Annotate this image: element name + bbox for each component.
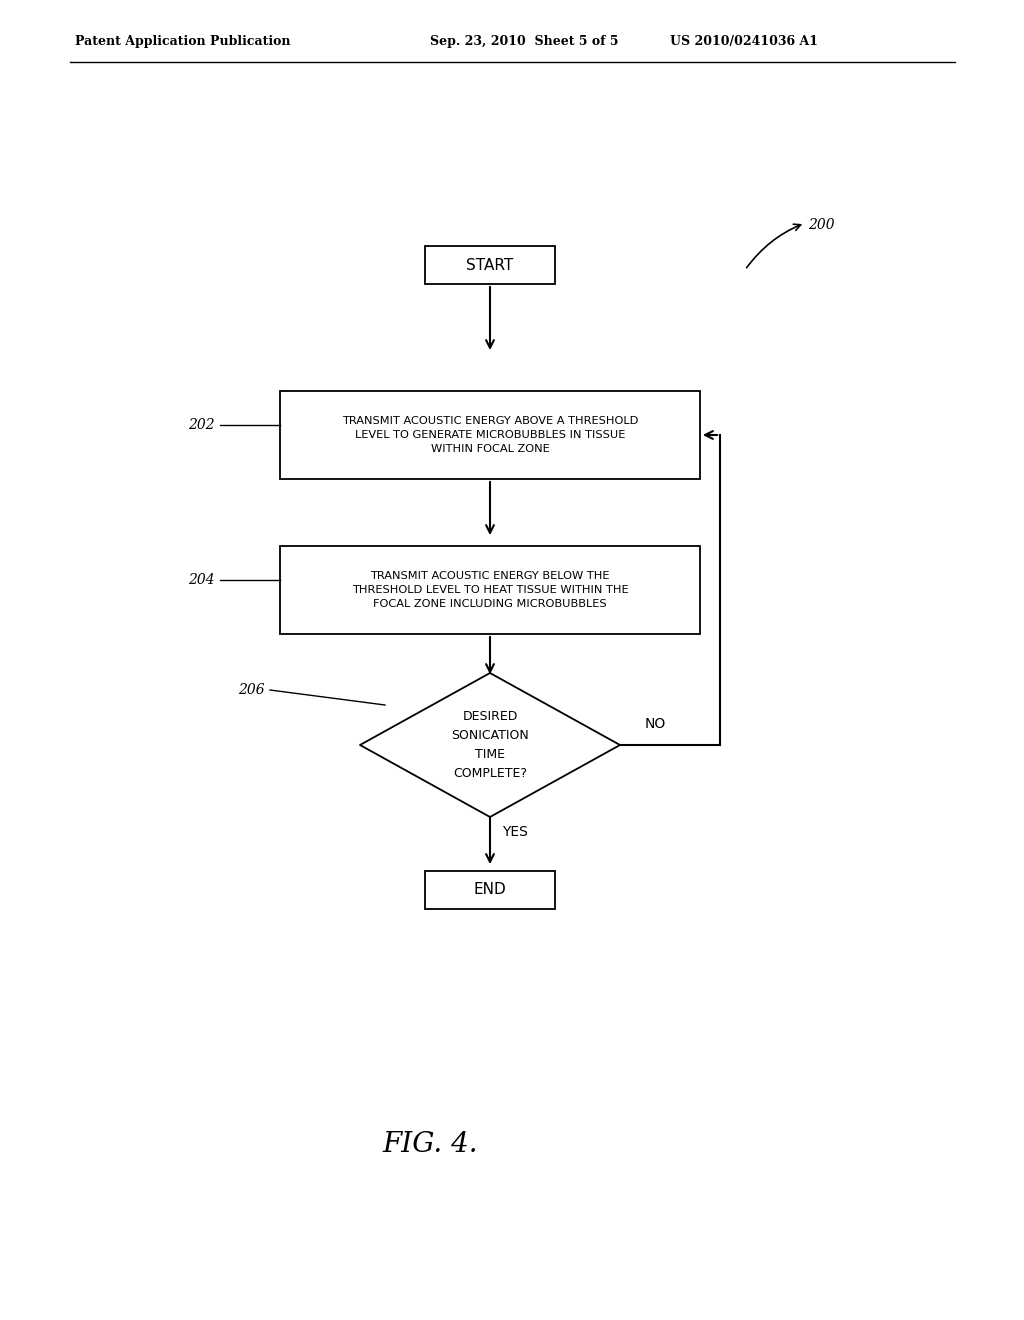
Text: FIG. 4.: FIG. 4.	[382, 1131, 478, 1159]
FancyBboxPatch shape	[425, 871, 555, 909]
Text: Sep. 23, 2010  Sheet 5 of 5: Sep. 23, 2010 Sheet 5 of 5	[430, 36, 618, 48]
Text: DESIRED
SONICATION
TIME
COMPLETE?: DESIRED SONICATION TIME COMPLETE?	[452, 710, 528, 780]
Text: TRANSMIT ACOUSTIC ENERGY ABOVE A THRESHOLD
LEVEL TO GENERATE MICROBUBBLES IN TIS: TRANSMIT ACOUSTIC ENERGY ABOVE A THRESHO…	[342, 416, 638, 454]
Text: 206: 206	[239, 682, 265, 697]
Text: YES: YES	[502, 825, 528, 840]
Text: 200: 200	[808, 218, 835, 232]
FancyBboxPatch shape	[280, 391, 700, 479]
Text: NO: NO	[644, 717, 666, 731]
Text: 202: 202	[188, 418, 215, 432]
Text: START: START	[466, 257, 514, 272]
Text: Patent Application Publication: Patent Application Publication	[75, 36, 291, 48]
FancyBboxPatch shape	[425, 246, 555, 284]
Text: END: END	[474, 883, 507, 898]
FancyBboxPatch shape	[280, 546, 700, 634]
Text: US 2010/0241036 A1: US 2010/0241036 A1	[670, 36, 818, 48]
Text: TRANSMIT ACOUSTIC ENERGY BELOW THE
THRESHOLD LEVEL TO HEAT TISSUE WITHIN THE
FOC: TRANSMIT ACOUSTIC ENERGY BELOW THE THRES…	[351, 572, 629, 609]
Text: 204: 204	[188, 573, 215, 587]
